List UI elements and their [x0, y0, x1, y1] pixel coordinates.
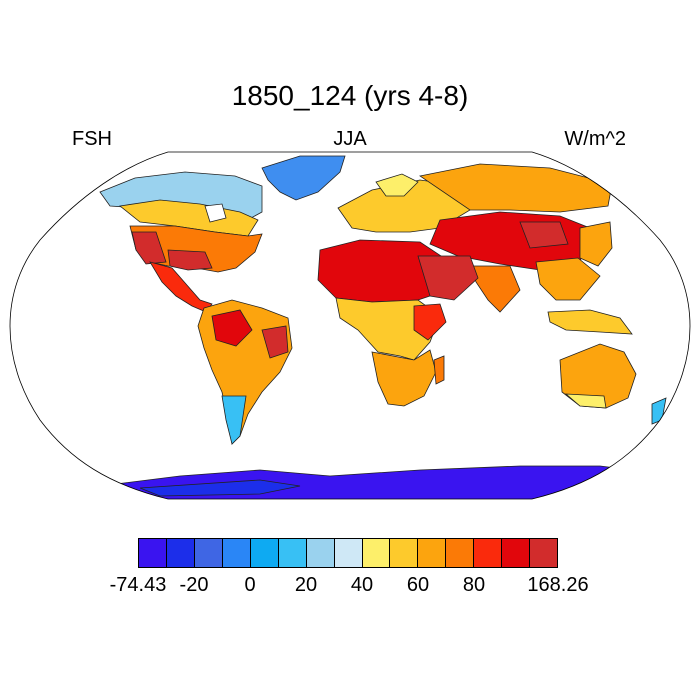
australia-south-cool [564, 393, 607, 409]
colorbar-swatch [502, 539, 531, 567]
madagascar [433, 355, 445, 385]
greenland-region [261, 155, 346, 201]
units-label: W/m^2 [564, 128, 626, 150]
antarctica-region [99, 465, 681, 499]
australia-region [559, 343, 637, 409]
india-region [469, 265, 521, 313]
globe-outline [9, 151, 691, 500]
africa-south-region [371, 349, 437, 407]
variable-label: FSH [72, 128, 112, 150]
colorbar-swatch [250, 539, 279, 567]
colorbar [138, 538, 558, 568]
colorbar-swatch [139, 539, 167, 567]
antarctica-edge [139, 479, 301, 497]
colorbar-tick-label: 60 [406, 574, 430, 596]
scandinavia-region [375, 173, 419, 197]
patagonia-cool [221, 395, 247, 445]
new-zealand [651, 397, 667, 425]
season-label: JJA [333, 128, 367, 150]
usa-west-hot [131, 231, 167, 265]
colorbar-swatch [446, 539, 475, 567]
asia-north-region [418, 163, 613, 213]
colorbar-tick-label: 168.26 [527, 574, 589, 596]
colorbar-swatch [334, 539, 363, 567]
colorbar-swatch [390, 539, 419, 567]
colorbar-swatch [418, 539, 447, 567]
colorbar-tick-label: 0 [244, 574, 256, 596]
colorbar-swatch [194, 539, 223, 567]
brazil-east-hot [261, 325, 289, 359]
colorbar-tick-label: -74.43 [109, 574, 167, 596]
colorbar-swatch [306, 539, 335, 567]
colorbar-tick-label: 40 [350, 574, 374, 596]
amazon-hot [211, 309, 253, 347]
usa-south-hot [167, 249, 213, 271]
hudson-bay [204, 203, 227, 223]
arabia-region [417, 255, 479, 301]
colorbar-swatch [474, 539, 503, 567]
colorbar-swatch [530, 539, 558, 567]
colorbar-swatch [362, 539, 391, 567]
colorbar-swatch [278, 539, 307, 567]
mongolia-region [519, 221, 569, 249]
colorbar-swatch [166, 539, 195, 567]
horn-of-africa [413, 303, 447, 341]
colorbar-swatch [222, 539, 251, 567]
colorbar-tick-label: -20 [179, 574, 209, 596]
se-asia-region [535, 257, 601, 301]
indonesia-region [547, 309, 633, 335]
map-title: 1850_124 (yrs 4-8) [231, 80, 469, 111]
colorbar-tick-label: 80 [462, 574, 486, 596]
colorbar-tick-label: 20 [294, 574, 318, 596]
east-asia-region [579, 221, 613, 267]
